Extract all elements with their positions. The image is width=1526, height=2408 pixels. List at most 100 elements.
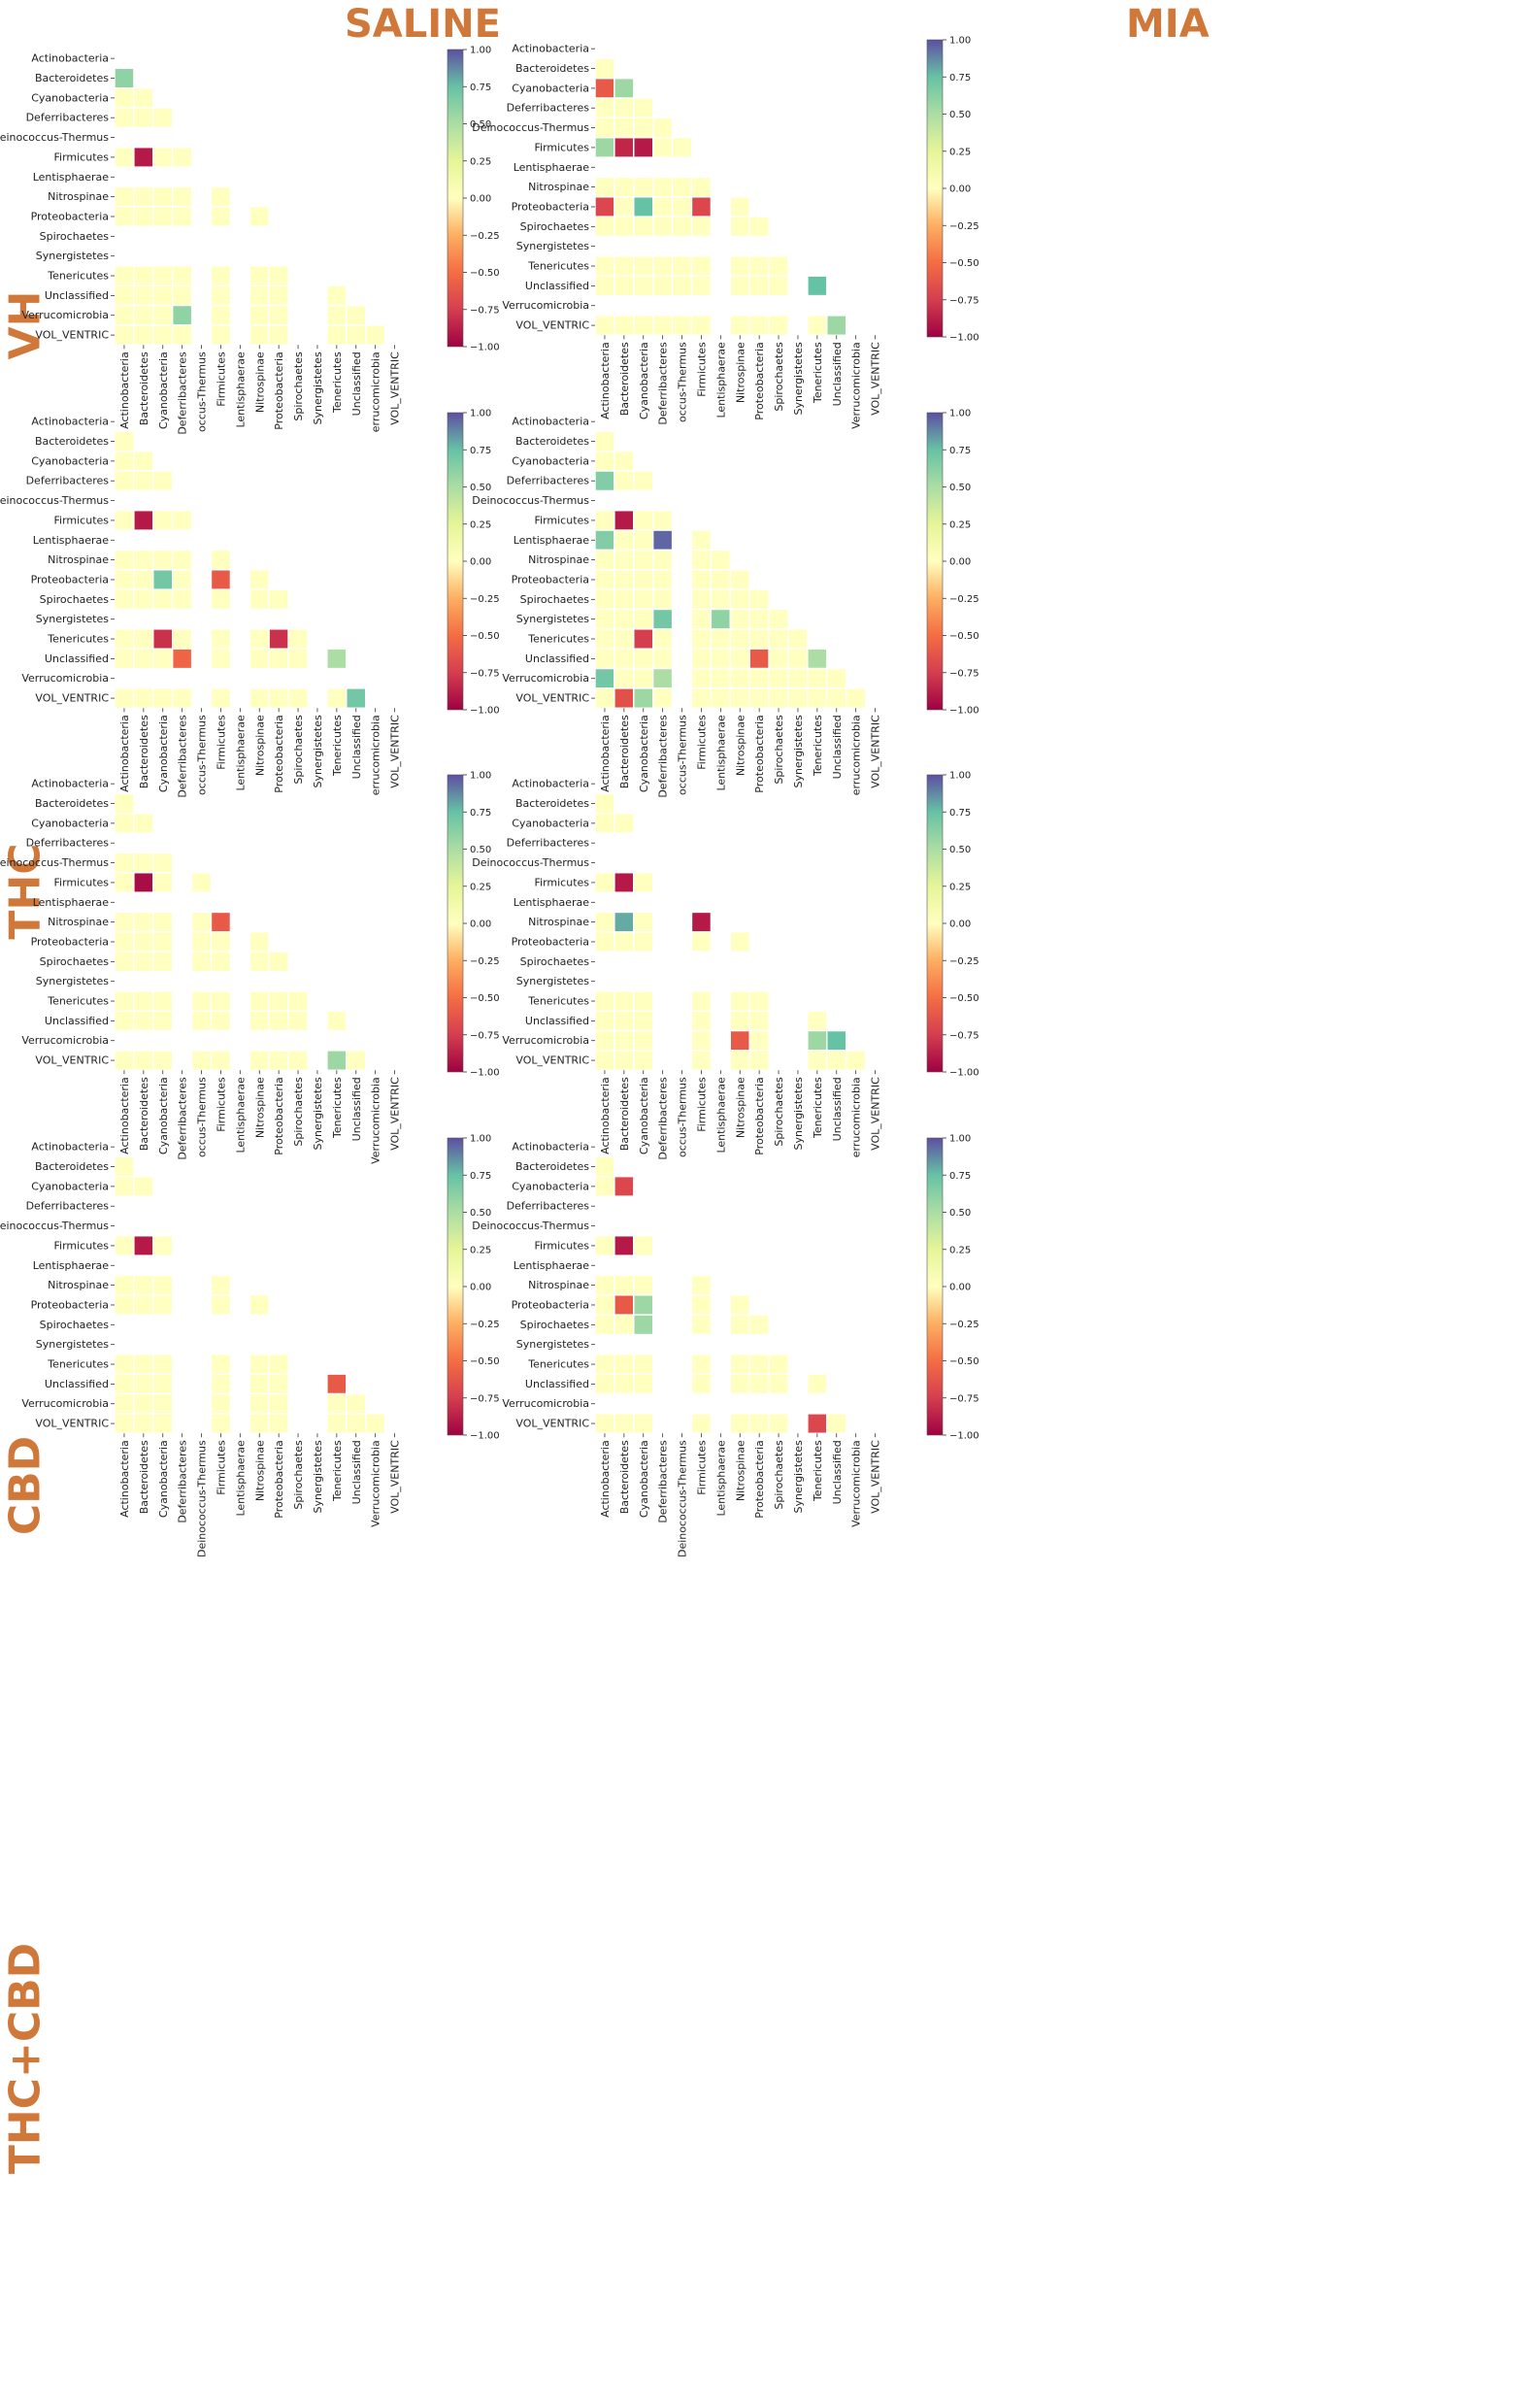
colorbar-tick-label: 0.75 [949, 1171, 971, 1182]
heatmap-cell [249, 206, 270, 227]
heatmap-cell [210, 1373, 232, 1395]
y-tick-label: Deinococcus-Thermus [472, 856, 589, 869]
heatmap-cell [249, 931, 270, 953]
x-tick-label: Unclassified [831, 1440, 844, 1504]
x-tick-label: errucomicrobia [370, 351, 382, 432]
heatmap-cell [690, 1010, 713, 1032]
heatmap-cell [326, 1413, 348, 1434]
y-tick-label: Lentisphaerae [33, 896, 110, 909]
heatmap-cell [633, 529, 654, 552]
heatmap-cell [268, 284, 289, 307]
heatmap-cell [633, 1274, 654, 1296]
heatmap-cell [826, 1413, 847, 1434]
x-tick-label: Lentisphaerae [234, 351, 247, 428]
heatmap-cell [633, 608, 654, 630]
x-tick-label: Bacteroidetes [138, 715, 150, 788]
heatmap-cell [652, 608, 674, 630]
x-tick-label: Cyanobacteria [638, 715, 650, 792]
heatmap-cell [633, 911, 654, 933]
heatmap-cell [787, 648, 809, 670]
x-tick-label: VOL_VENTRIC [389, 1440, 402, 1514]
heatmap-cell [114, 265, 135, 286]
colorbar-tick-label: 0.50 [949, 845, 971, 855]
y-tick-label: Nitrospinae [48, 1279, 109, 1291]
heatmap-cell [807, 1373, 828, 1395]
x-tick-label: Proteobacteria [273, 715, 285, 792]
heatmap-cell [614, 470, 635, 492]
x-tick-label: Actinobacteria [599, 1077, 612, 1154]
heatmap-cell [594, 628, 615, 650]
heatmap-cell [346, 1050, 367, 1071]
x-tick-label: Deferribacteres [657, 1440, 670, 1523]
heatmap-cell [114, 1235, 135, 1256]
heatmap-cell [114, 510, 135, 531]
y-tick-label: Deferribacteres [507, 475, 590, 487]
x-tick-label: VOL_VENTRIC [870, 342, 882, 416]
heatmap-cell [729, 315, 750, 336]
heatmap-cell [807, 687, 828, 709]
x-tick-label: Nitrospinae [734, 342, 746, 403]
heatmap-cell [690, 1413, 713, 1434]
heatmap-cell [807, 1029, 828, 1052]
heatmap-cell [594, 872, 615, 893]
heatmap-cell [729, 990, 750, 1012]
heatmap-cell [114, 1354, 135, 1375]
heatmap-cell [594, 569, 615, 590]
heatmap-cell [671, 275, 693, 297]
heatmap-panel-saline-thc: Actinobacteria Bacteroidetes Cyanobacteria… [0, 409, 500, 798]
heatmap-cell [614, 628, 635, 650]
heatmap-cell [249, 1010, 270, 1032]
colorbar-tick-label: −0.50 [470, 1356, 500, 1367]
colorbar-tick-label: −0.25 [470, 1320, 500, 1330]
y-tick-label: Unclassified [525, 652, 589, 665]
heatmap-cell [594, 1010, 615, 1032]
heatmap-cell [729, 667, 750, 689]
y-tick-label: Cyanobacteria [512, 82, 589, 94]
y-tick-label: Proteobacteria [31, 1298, 109, 1311]
y-tick-label: Tenericutes [527, 995, 589, 1008]
heatmap-cell [768, 667, 789, 689]
y-tick-label: Tenericutes [527, 1358, 589, 1371]
x-tick-label: Verrucomicrobia [370, 1440, 382, 1527]
y-tick-label: Bacteroidetes [515, 797, 589, 810]
colorbar [447, 412, 464, 711]
heatmap-cell [690, 315, 713, 336]
heatmap-cell [614, 1029, 635, 1052]
y-tick-label: Firmicutes [53, 1239, 109, 1252]
heatmap-cell [748, 628, 770, 650]
heatmap-cell [287, 628, 309, 650]
x-tick-label: occus-Thermus [196, 1077, 209, 1157]
heatmap-cell [171, 549, 193, 571]
x-tick-label: Actinobacteria [118, 1077, 131, 1154]
heatmap-cell [652, 648, 674, 670]
colorbar-tick-label: −0.50 [470, 631, 500, 642]
x-tick-label: Firmicutes [695, 1440, 708, 1495]
heatmap-cell [268, 1010, 289, 1032]
y-tick-label: Bacteroidetes [515, 1160, 589, 1173]
heatmap-cell [268, 648, 289, 670]
heatmap-cell [133, 185, 154, 208]
heatmap-cell [633, 990, 654, 1012]
heatmap-cell [690, 1294, 713, 1316]
heatmap-cell [690, 931, 713, 953]
heatmap-cell [633, 1294, 654, 1316]
heatmap-cell [614, 1294, 635, 1316]
heatmap-cell [690, 1314, 713, 1336]
heatmap-cell [826, 667, 847, 689]
x-tick-label: Deinococcus-Thermus [196, 1440, 209, 1557]
heatmap-cell [249, 990, 270, 1012]
heatmap-cell [114, 470, 135, 492]
heatmap-cell [326, 1373, 348, 1395]
y-tick-label: Unclassified [525, 280, 589, 292]
heatmap-cell [171, 147, 193, 168]
colorbar-tick-label: 1.00 [949, 409, 971, 419]
heatmap-cell [268, 265, 289, 286]
x-tick-label: errucomicrobia [850, 715, 863, 795]
heatmap-cell [210, 1050, 232, 1071]
heatmap-cell [748, 1373, 770, 1395]
colorbar-tick-label: −1.00 [949, 333, 979, 344]
heatmap-cell [346, 1413, 367, 1434]
colorbar-tick-label: 0.75 [470, 83, 491, 93]
y-tick-label: Firmicutes [534, 876, 589, 888]
heatmap-cell [152, 569, 174, 590]
